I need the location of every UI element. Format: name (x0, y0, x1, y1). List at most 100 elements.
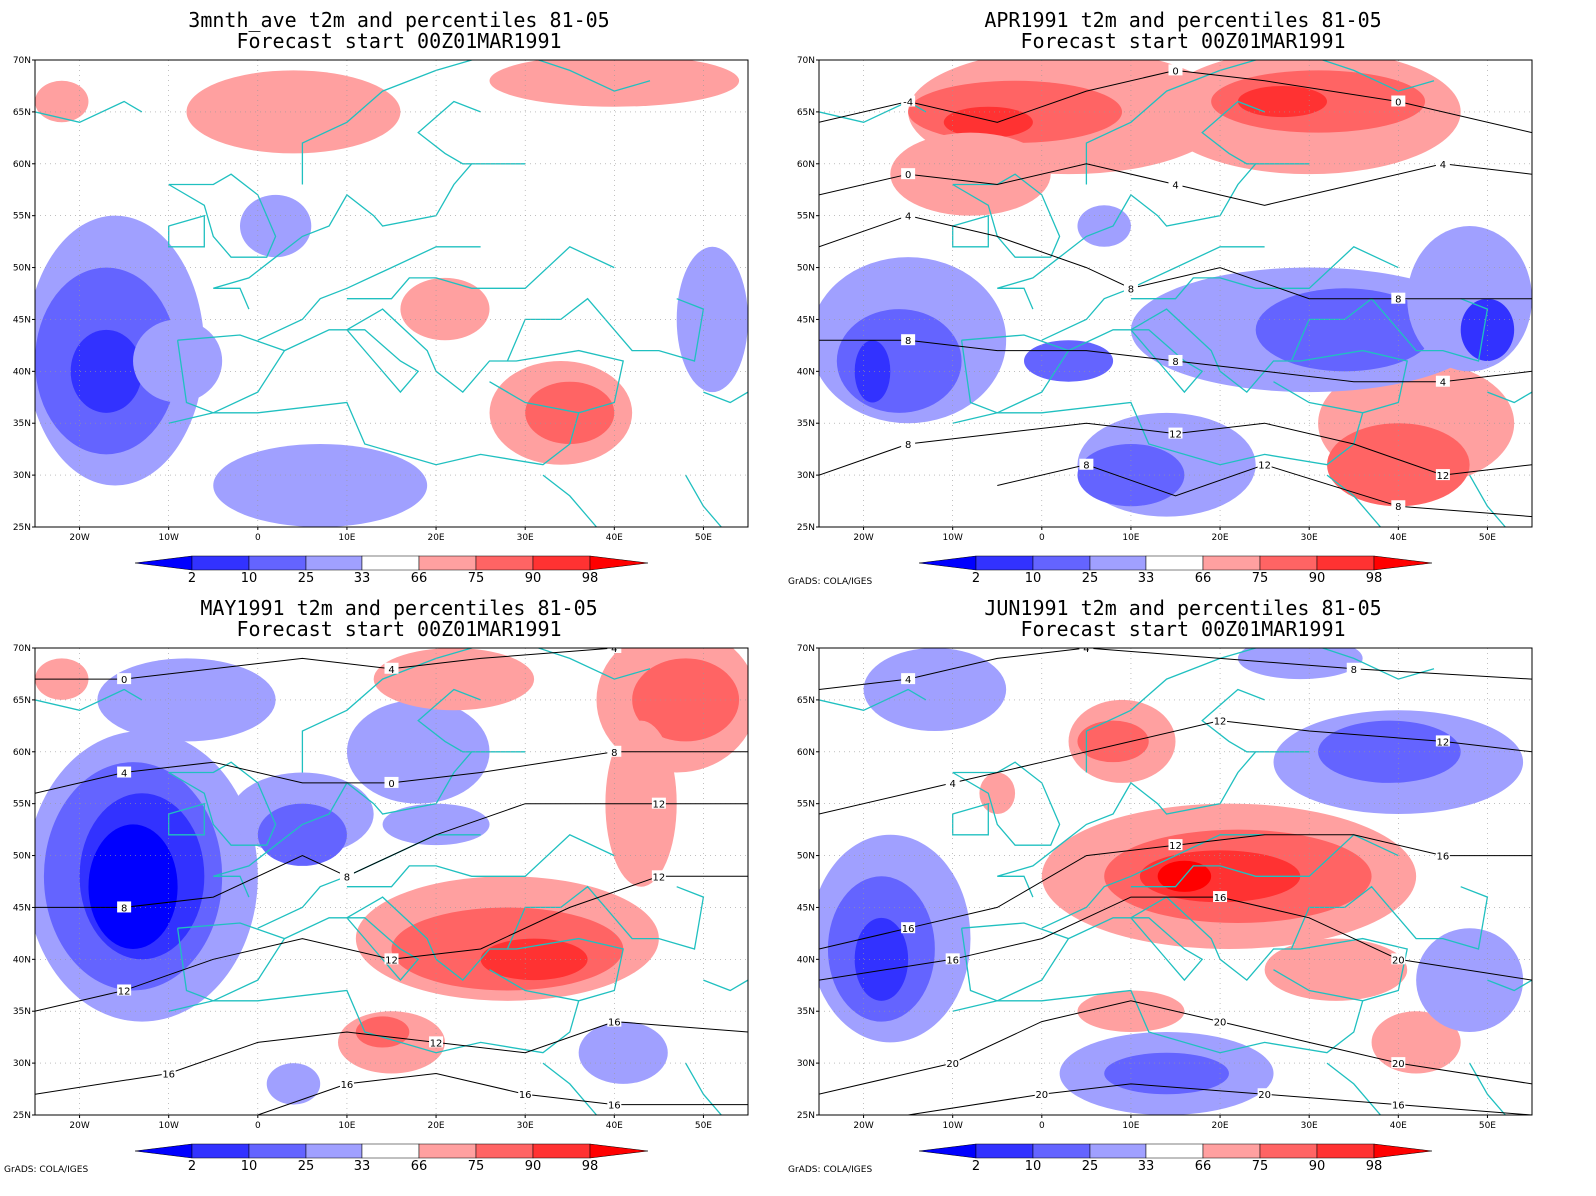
anomaly-region (346, 699, 490, 804)
contour-label-bg (607, 1098, 622, 1110)
contour-label-bg (1391, 292, 1406, 304)
lon-tick-label: 50E (1479, 1121, 1496, 1131)
anomaly-region (979, 772, 1016, 815)
contour-label-bg (1391, 95, 1406, 107)
contour-label-bg (384, 776, 399, 788)
lon-tick-label: 40E (606, 533, 623, 543)
lat-tick-label: 35N (797, 1007, 815, 1017)
lat-tick-label: 65N (797, 696, 815, 706)
lon-tick-label: 20E (1211, 533, 1228, 543)
contour-label: 0 (121, 675, 127, 686)
anomaly-region (943, 106, 1033, 138)
contour-label: 16 (519, 1090, 532, 1101)
contour-label: 20 (1392, 955, 1405, 966)
map-content: 0 4 4 4 0 8 8 8 12 12 12 12 16 12 16 16 16 16 70N 65N 60N 55N… (13, 644, 749, 1131)
contour-label-bg (651, 797, 666, 809)
coastline (168, 214, 205, 248)
anomaly-region (1327, 423, 1470, 507)
contour-label-bg (117, 673, 132, 685)
contour-label: 12 (118, 986, 131, 997)
colorbar-label: 75 (1252, 1159, 1269, 1174)
contour-label: 12 (1169, 841, 1182, 852)
contour-label-bg (1168, 178, 1183, 190)
lon-tick-label: 0 (255, 533, 261, 543)
lon-tick-label: 50E (695, 1121, 712, 1131)
contour-label: 8 (905, 336, 911, 347)
colorbar-label: 66 (1195, 1159, 1212, 1174)
colorbar-segment (475, 1143, 534, 1159)
colorbar-label: 90 (1309, 1159, 1326, 1174)
contour-label-bg (1391, 953, 1406, 965)
coastline (703, 391, 748, 404)
lat-tick-label: 30N (13, 471, 31, 481)
colorbar-segment (1259, 1143, 1318, 1159)
contour-label: 16 (1392, 1101, 1405, 1112)
colorbar-segment (1089, 1143, 1147, 1159)
contour-label: 16 (608, 1101, 621, 1112)
lat-tick-label: 50N (13, 852, 31, 862)
colorbar-segment (532, 555, 591, 571)
anomaly-region (1104, 1052, 1229, 1095)
contour-label: 20 (1214, 1018, 1227, 1029)
lat-tick-label: 50N (13, 264, 31, 274)
coastline (960, 922, 1070, 1002)
contour-label: 4 (905, 675, 911, 686)
colorbar-label: 25 (1082, 571, 1099, 586)
colorbar-label: 98 (582, 571, 599, 586)
contour-label: 4 (388, 665, 394, 676)
contour-label: 12 (1437, 737, 1450, 748)
coastline (542, 474, 597, 527)
colorbar-label: 90 (525, 571, 542, 586)
map-panel-3month: 3mnth_ave t2m and percentiles 81-05 Fore… (0, 0, 798, 598)
colorbar-label: 98 (582, 1159, 599, 1174)
contour-label-bg (117, 901, 132, 913)
lat-tick-label: 40N (13, 955, 31, 965)
anomaly-region (489, 60, 740, 107)
contour-label: 16 (162, 1069, 175, 1080)
colorbar-segment (532, 1143, 591, 1159)
colorbar-label: 66 (411, 1159, 428, 1174)
coastline (168, 761, 277, 846)
map-panel-apr: APR1991 t2m and percentiles 81-05 Foreca… (784, 0, 1582, 598)
contour-label-bg (1079, 458, 1094, 470)
contour-label-bg (518, 1088, 533, 1100)
colorbar: 2 10 25 33 66 75 90 98 (134, 555, 649, 586)
lat-tick-label: 35N (13, 1007, 31, 1017)
colorbar: 2 10 25 33 66 75 90 98 (134, 1143, 649, 1174)
contour-label: 8 (905, 440, 911, 451)
coastline (1130, 834, 1399, 888)
contour-label-bg (607, 1015, 622, 1027)
lat-tick-label: 70N (797, 56, 815, 66)
anomaly-region (70, 329, 142, 413)
colorbar-segment (1202, 555, 1261, 571)
anomaly-region (1237, 648, 1363, 680)
lon-tick-label: 20W (69, 533, 89, 543)
lon-tick-label: 50E (1479, 533, 1496, 543)
colorbar-segment (975, 555, 1034, 571)
anomaly-region (1077, 720, 1149, 763)
anomaly-region (525, 381, 615, 444)
lat-tick-label: 30N (797, 1059, 815, 1069)
lon-tick-label: 10W (159, 1121, 179, 1131)
colorbar-segment (418, 1143, 477, 1159)
contour-label: -4 (903, 98, 913, 109)
contour-label-bg (901, 168, 916, 180)
colorbar-segment (134, 1143, 193, 1159)
coastline (1469, 1062, 1506, 1115)
map-content: 4 4 8 4 12 12 16 12 16 16 16 20 20 20 20 20 20 16 70N 65N 60… (797, 644, 1533, 1131)
contour-label-bg (339, 870, 354, 882)
lat-tick-label: 55N (13, 212, 31, 222)
contour-label-bg (1213, 714, 1228, 726)
lat-tick-label: 25N (13, 1111, 31, 1121)
contour-label: 8 (1083, 461, 1089, 472)
lat-tick-label: 45N (797, 315, 815, 325)
lat-tick-label: 70N (13, 56, 31, 66)
coastline (506, 297, 705, 362)
contour-label: 4 (1440, 378, 1446, 389)
contour-label-bg (384, 953, 399, 965)
contour-label-bg (901, 922, 916, 934)
colorbar-label: 75 (468, 1159, 485, 1174)
lat-tick-label: 65N (797, 108, 815, 118)
map-panel-jun: JUN1991 t2m and percentiles 81-05 Foreca… (784, 588, 1582, 1186)
lon-tick-label: 10E (1122, 533, 1139, 543)
